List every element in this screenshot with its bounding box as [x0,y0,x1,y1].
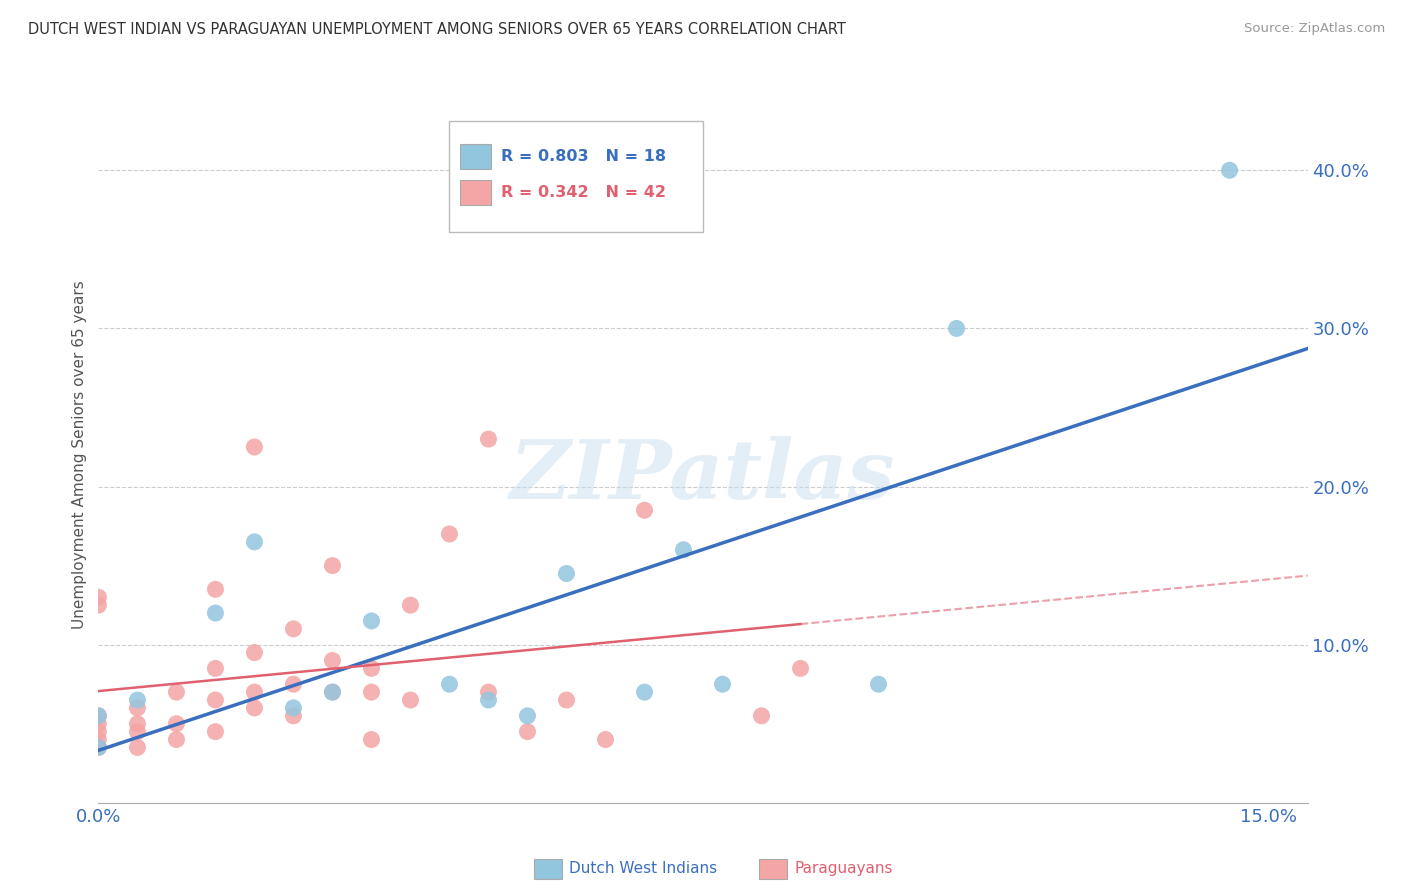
Point [711,677,734,691]
Point [321,685,343,699]
Point [283,677,305,691]
Point [243,646,266,660]
Point [204,582,226,597]
Point [87,598,110,612]
Text: Paraguayans: Paraguayans [794,862,893,876]
Point [243,440,266,454]
Point [439,527,461,541]
Point [283,701,305,715]
Point [555,693,578,707]
Point [127,716,149,731]
Point [1219,163,1241,178]
Text: ZIPatlas: ZIPatlas [510,436,896,516]
Point [243,685,266,699]
Point [360,685,382,699]
Text: Dutch West Indians: Dutch West Indians [569,862,717,876]
Y-axis label: Unemployment Among Seniors over 65 years: Unemployment Among Seniors over 65 years [72,281,87,629]
Point [165,716,187,731]
Point [127,701,149,715]
Point [672,542,695,557]
Point [127,740,149,755]
Point [283,622,305,636]
Point [516,724,538,739]
Point [477,685,499,699]
Point [204,661,226,675]
Point [87,724,110,739]
Point [360,732,382,747]
Point [87,708,110,723]
Point [595,732,617,747]
Point [87,716,110,731]
Point [439,677,461,691]
Point [555,566,578,581]
Point [477,693,499,707]
Point [399,693,422,707]
Point [204,606,226,620]
Point [945,321,967,335]
Point [751,708,773,723]
Point [868,677,890,691]
Point [321,558,343,573]
Point [360,614,382,628]
Point [165,685,187,699]
Point [283,708,305,723]
Point [360,661,382,675]
Point [243,701,266,715]
Point [204,693,226,707]
Point [321,653,343,667]
Text: R = 0.803   N = 18: R = 0.803 N = 18 [501,149,666,164]
Point [516,708,538,723]
Point [87,708,110,723]
Point [633,503,655,517]
Point [399,598,422,612]
Point [87,732,110,747]
Point [87,740,110,755]
Point [165,732,187,747]
Text: DUTCH WEST INDIAN VS PARAGUAYAN UNEMPLOYMENT AMONG SENIORS OVER 65 YEARS CORRELA: DUTCH WEST INDIAN VS PARAGUAYAN UNEMPLOY… [28,22,846,37]
Point [127,693,149,707]
Point [87,740,110,755]
Point [477,432,499,446]
Point [321,685,343,699]
Point [127,724,149,739]
Point [789,661,811,675]
Point [87,591,110,605]
Point [204,724,226,739]
Point [243,535,266,549]
Text: Source: ZipAtlas.com: Source: ZipAtlas.com [1244,22,1385,36]
Point [633,685,655,699]
Text: R = 0.342   N = 42: R = 0.342 N = 42 [501,185,666,200]
